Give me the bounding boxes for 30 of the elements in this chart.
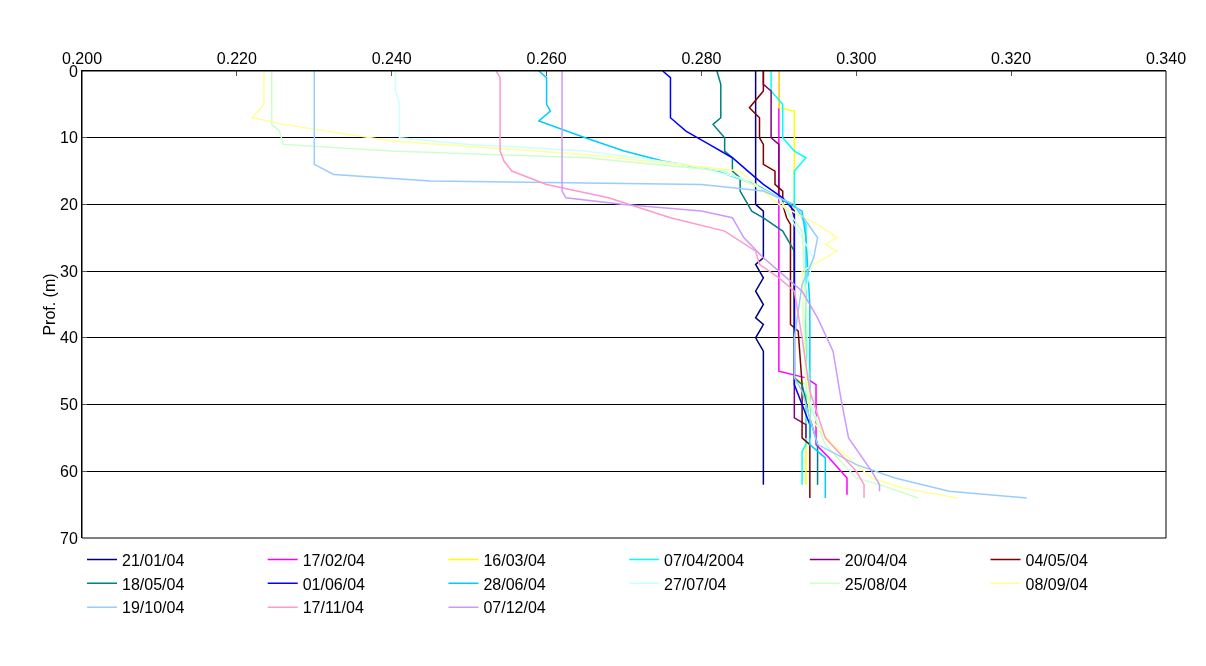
x-tick-label: 0.280	[681, 49, 722, 67]
legend-label: 18/05/04	[122, 575, 185, 593]
x-tick-label: 0.300	[836, 49, 877, 67]
legend-label: 07/04/2004	[664, 551, 745, 569]
x-tick-label: 0.220	[216, 49, 257, 67]
x-tick-label: 0.320	[991, 49, 1032, 67]
x-tick-label: 0.240	[371, 49, 412, 67]
legend-label: 08/09/04	[1025, 575, 1088, 593]
legend-label: 01/06/04	[302, 575, 366, 593]
y-tick-label: 10	[60, 129, 78, 147]
legend-label: 21/01/04	[122, 551, 185, 569]
y-tick-label: 70	[60, 529, 78, 547]
legend-label: 27/07/04	[664, 575, 727, 593]
legend-label: 25/08/04	[844, 575, 908, 593]
y-tick-label: 50	[60, 396, 78, 414]
x-tick-label: 0.260	[526, 49, 567, 67]
legend-label: 19/10/04	[122, 599, 185, 617]
legend-label: 16/03/04	[483, 551, 546, 569]
legend-label: 04/05/04	[1025, 551, 1088, 569]
y-tick-label: 20	[60, 196, 78, 214]
legend-label: 17/11/04	[302, 599, 364, 617]
legend-label: 07/12/04	[483, 599, 546, 617]
x-tick-label: 0.340	[1145, 49, 1187, 67]
legend-label: 17/02/04	[302, 551, 366, 569]
y-axis-title: Prof. (m)	[40, 273, 58, 336]
y-tick-label: 30	[60, 262, 78, 280]
legend-label: 28/06/04	[483, 575, 546, 593]
y-tick-label: 60	[60, 462, 78, 480]
y-tick-label: 40	[60, 329, 78, 347]
legend-label: 20/04/04	[844, 551, 908, 569]
